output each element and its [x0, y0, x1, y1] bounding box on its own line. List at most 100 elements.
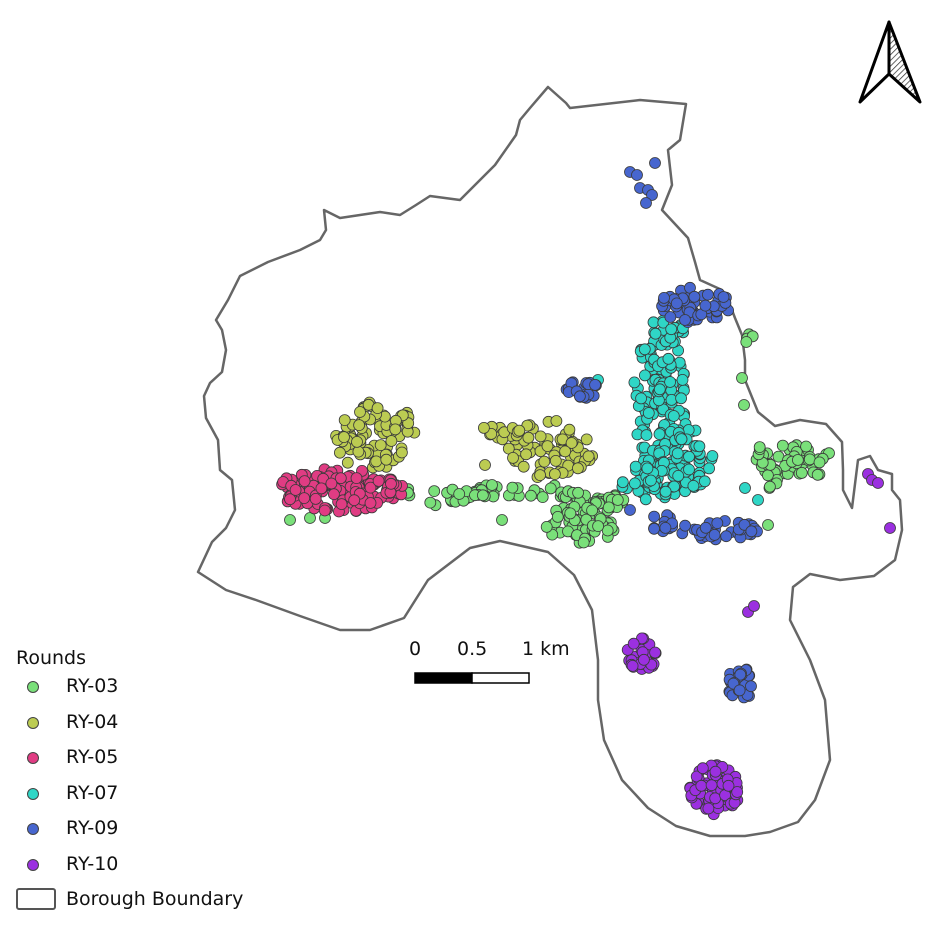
survey-point-ry-03 [506, 481, 519, 494]
survey-point-ry-04 [338, 431, 350, 444]
survey-point-ry-07 [659, 485, 672, 498]
survey-point-ry-03 [795, 466, 808, 479]
survey-point-ry-09 [574, 390, 586, 403]
survey-point-ry-07 [638, 343, 651, 356]
survey-point-ry-05 [350, 472, 363, 485]
survey-point-ry-04 [507, 451, 519, 464]
survey-point-ry-10 [884, 522, 896, 534]
survey-point-ry-03 [800, 440, 812, 453]
survey-point-ry-07 [645, 474, 657, 487]
legend-swatch [27, 823, 39, 835]
survey-point-ry-09 [720, 530, 733, 543]
north-arrow-icon [858, 20, 922, 104]
survey-point-ry-05 [298, 475, 311, 488]
survey-point-ry-10 [709, 792, 722, 805]
legend-label: RY-09 [66, 817, 119, 839]
survey-point-ry-03 [764, 480, 776, 493]
survey-point-ry-04 [534, 469, 546, 482]
survey-point-ry-09 [679, 314, 691, 326]
survey-point-ry-07 [616, 476, 629, 489]
survey-point-ry-07 [664, 376, 676, 388]
survey-point-ry-04 [351, 435, 363, 448]
survey-point-ry-04 [517, 460, 530, 473]
survey-point-ry-07 [683, 463, 695, 476]
survey-point-ry-05 [298, 492, 311, 505]
survey-point-ry-07 [676, 373, 689, 386]
survey-point-ry-04 [479, 459, 491, 471]
survey-point-ry-09 [648, 522, 660, 535]
survey-point-ry-03 [572, 486, 584, 499]
survey-point-ry-10 [638, 653, 650, 666]
survey-point-ry-09 [670, 297, 683, 310]
survey-point-ry-05 [325, 477, 338, 490]
survey-point-ry-05 [364, 497, 377, 509]
survey-point-ry-10 [695, 779, 708, 792]
survey-point-ry-09 [745, 680, 757, 693]
survey-point-ry-09 [646, 189, 658, 201]
survey-point-ry-05 [385, 477, 397, 490]
survey-point-ry-07 [675, 433, 688, 446]
survey-point-ry-07 [739, 482, 751, 494]
survey-point-ry-04 [385, 435, 398, 447]
survey-point-ry-07 [683, 450, 695, 463]
survey-point-ry-10 [702, 802, 715, 815]
legend-swatch [27, 858, 39, 871]
survey-point-ry-04 [580, 433, 593, 446]
survey-point-ry-03 [740, 336, 753, 348]
survey-point-ry-07 [662, 352, 675, 365]
survey-point-ry-03 [776, 439, 789, 452]
survey-point-ry-05 [327, 488, 340, 501]
survey-points-layer [276, 157, 896, 821]
scale-bar [414, 672, 530, 684]
legend-item-ry03: RY-03 [16, 675, 118, 711]
survey-point-ry-03 [476, 489, 489, 502]
survey-point-ry-10 [626, 660, 639, 672]
survey-point-ry-07 [706, 450, 719, 462]
survey-point-ry-09 [631, 169, 643, 181]
survey-point-ry-03 [602, 501, 615, 514]
survey-point-ry-09 [659, 522, 672, 534]
survey-point-ry-05 [289, 484, 302, 496]
survey-point-ry-07 [665, 323, 678, 336]
survey-point-ry-03 [803, 453, 816, 466]
legend-item-boundary: Borough Boundary [16, 888, 243, 924]
survey-point-ry-03 [428, 485, 441, 498]
survey-point-ry-10 [636, 632, 648, 645]
survey-point-ry-05 [372, 474, 385, 487]
survey-point-ry-04 [370, 455, 383, 468]
survey-point-ry-03 [551, 511, 564, 523]
survey-point-ry-07 [640, 429, 653, 442]
survey-point-ry-03 [540, 521, 553, 533]
survey-point-ry-07 [647, 316, 660, 329]
survey-point-ry-03 [577, 536, 590, 549]
survey-point-ry-09 [708, 529, 721, 541]
survey-point-ry-07 [667, 410, 680, 422]
survey-point-ry-07 [703, 462, 715, 475]
scale-bar-segment-black [414, 672, 473, 684]
survey-point-ry-09 [699, 299, 712, 312]
survey-point-ry-04 [395, 446, 408, 459]
legend-boundary-swatch [16, 888, 56, 910]
survey-point-ry-04 [563, 423, 576, 436]
survey-point-ry-03 [811, 468, 824, 481]
survey-point-ry-07 [641, 462, 654, 475]
survey-point-ry-09 [658, 291, 670, 304]
survey-point-ry-03 [536, 491, 549, 504]
survey-point-ry-07 [653, 428, 666, 441]
survey-point-ry-05 [335, 498, 348, 511]
survey-point-ry-07 [687, 479, 700, 492]
survey-point-ry-04 [549, 468, 561, 481]
survey-point-ry-07 [672, 469, 685, 482]
survey-point-ry-05 [364, 481, 377, 494]
scale-label-0: 0 [409, 638, 422, 660]
survey-point-ry-03 [586, 504, 598, 517]
survey-point-ry-04 [549, 454, 562, 467]
legend-item-ry07: RY-07 [16, 782, 118, 818]
scale-label-half: 0.5 [457, 638, 488, 660]
survey-point-ry-04 [572, 462, 584, 475]
survey-point-ry-04 [389, 423, 402, 436]
survey-point-ry-04 [477, 421, 490, 434]
legend-item-ry09: RY-09 [16, 817, 118, 853]
survey-point-ry-05 [348, 494, 361, 507]
survey-point-ry-03 [762, 469, 774, 482]
